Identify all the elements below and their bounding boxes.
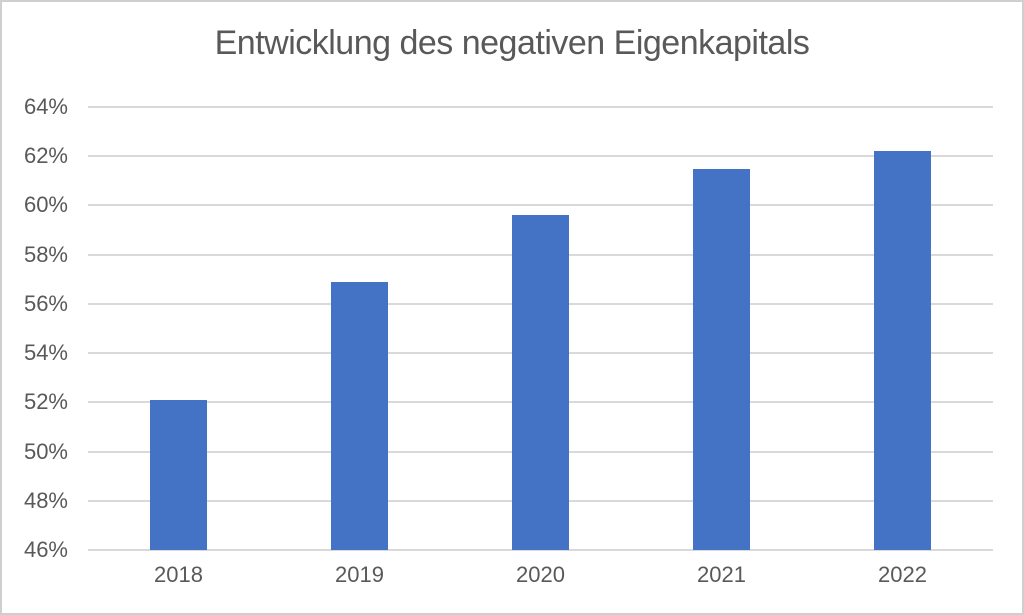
gridline-64%: [88, 106, 993, 108]
y-tick-label-48%: 48%: [23, 487, 68, 513]
bar-2018: [150, 399, 207, 550]
y-tick-label-46%: 46%: [23, 537, 68, 562]
y-tick-label-52%: 52%: [23, 389, 68, 415]
x-axis-label-2022: 2022: [878, 562, 927, 587]
chart-title: Entwicklung des negativen Eigenkapitals: [214, 24, 810, 62]
plot-area: [88, 106, 993, 551]
bar-2021: [693, 168, 750, 550]
bar-2022: [874, 151, 931, 550]
x-axis: 2018 2019 2020 2021 2022: [88, 562, 993, 602]
y-tick-label-56%: 56%: [23, 290, 68, 316]
x-axis-label-2021: 2021: [697, 562, 746, 587]
x-axis-label-2019: 2019: [335, 562, 384, 587]
x-axis-label-2018: 2018: [154, 562, 203, 587]
y-tick-label-50%: 50%: [23, 438, 68, 464]
y-axis: 46% 48% 50% 52% 54% 56% 58% 60% 62% 64%: [2, 2, 68, 613]
gridline-60%: [88, 204, 993, 207]
gridline-46%: [88, 549, 993, 551]
gridline-62%: [88, 155, 993, 158]
bar-2020: [512, 215, 569, 550]
y-tick-label-54%: 54%: [23, 340, 68, 366]
y-tick-label-58%: 58%: [23, 241, 68, 267]
bar-2019: [331, 281, 388, 550]
x-axis-label-2020: 2020: [516, 562, 565, 587]
y-tick-label-62%: 62%: [23, 143, 68, 169]
y-tick-label-60%: 60%: [23, 192, 68, 218]
y-tick-label-64%: 64%: [23, 94, 68, 119]
